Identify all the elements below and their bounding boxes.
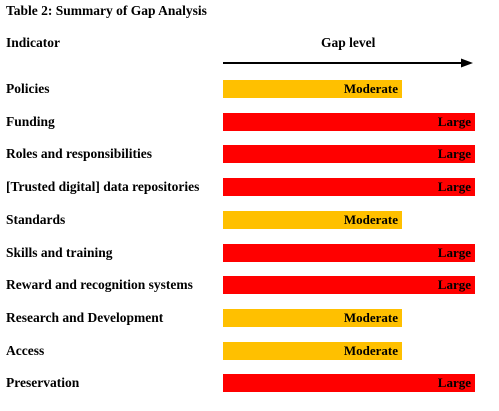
indicator-column-header: Indicator	[6, 35, 60, 50]
indicator-label: Reward and recognition systems	[6, 277, 193, 293]
gap-level-label: Large	[437, 113, 471, 129]
gap-level-label: Moderate	[343, 309, 398, 325]
indicator-label: Policies	[6, 81, 50, 96]
gap-level-label: Large	[437, 146, 471, 162]
table-row: Funding Large	[0, 112, 499, 133]
table-row: Policies Moderate	[0, 80, 499, 100]
indicator-label: Roles and responsibilities	[6, 146, 153, 162]
table-row: [Trusted digital] data repositories Large	[0, 178, 499, 198]
gap-level-label: Moderate	[343, 81, 398, 96]
indicator-label: [Trusted digital] data repositories	[6, 179, 200, 195]
gap-level-label: Large	[437, 375, 471, 391]
gap-level-column-header: Gap level	[321, 35, 376, 50]
gap-level-label: Large	[437, 179, 471, 195]
table-row: Standards Moderate	[0, 210, 499, 231]
gap-level-bar: Large	[223, 243, 475, 262]
gap-level-label: Moderate	[343, 342, 398, 358]
gap-level-bar: Moderate	[223, 341, 402, 360]
gap-level-label: Large	[437, 277, 471, 293]
table-row: Reward and recognition systems Large	[0, 276, 499, 296]
table-row: Roles and responsibilities Large	[0, 145, 499, 165]
gap-level-axis-arrow	[223, 58, 473, 68]
gap-level-bar: Large	[223, 112, 475, 131]
gap-level-bar: Large	[223, 276, 475, 295]
indicator-label: Standards	[6, 211, 66, 227]
gap-level-bar: Moderate	[223, 80, 402, 98]
gap-level-label: Moderate	[343, 211, 398, 227]
indicator-label: Skills and training	[6, 244, 113, 260]
table-row: Skills and training Large	[0, 243, 499, 264]
gap-level-bar: Large	[223, 374, 475, 393]
gap-level-bar: Moderate	[223, 308, 402, 327]
table-row: Preservation Large	[0, 374, 499, 394]
indicator-label: Access	[6, 342, 45, 358]
indicator-label: Research and Development	[6, 309, 164, 325]
gap-level-bar: Moderate	[223, 210, 402, 229]
table-title: Table 2: Summary of Gap Analysis	[6, 3, 207, 18]
gap-level-bar: Large	[223, 145, 475, 164]
table-row: Access Moderate	[0, 341, 499, 362]
gap-level-label: Large	[437, 244, 471, 260]
indicator-label: Funding	[6, 113, 55, 129]
indicator-label: Preservation	[6, 375, 80, 391]
table-row: Research and Development Moderate	[0, 308, 499, 329]
gap-level-bar: Large	[223, 178, 475, 197]
